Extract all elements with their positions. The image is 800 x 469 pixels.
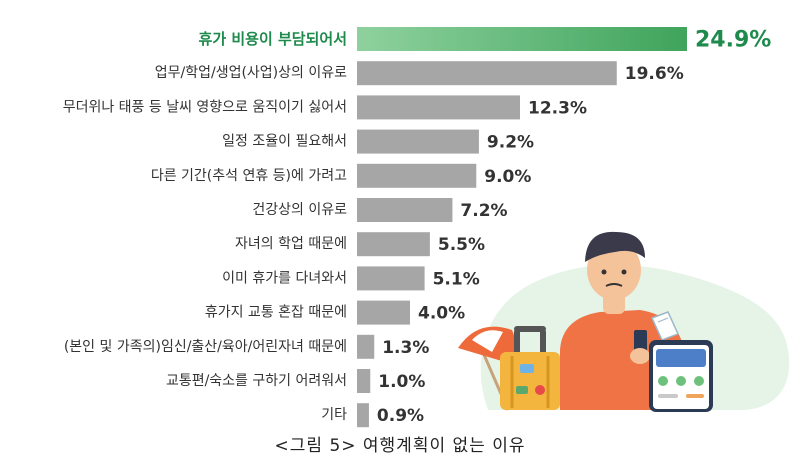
value-label: 12.3% bbox=[528, 98, 587, 118]
phone-app-icon bbox=[649, 340, 713, 412]
category-label: 교통편/숙소를 구하기 어려워서 bbox=[166, 373, 347, 389]
suitcase-icon bbox=[500, 326, 560, 410]
bar bbox=[357, 232, 430, 257]
category-label: 업무/학업/생업(사업)상의 이유로 bbox=[155, 65, 347, 81]
bar bbox=[357, 403, 369, 428]
bar bbox=[357, 334, 375, 359]
bar bbox=[357, 95, 521, 120]
value-label: 5.5% bbox=[438, 235, 485, 255]
travel-illustration bbox=[458, 231, 790, 412]
value-label: 9.2% bbox=[487, 133, 534, 153]
bar bbox=[357, 27, 687, 51]
bar bbox=[357, 266, 425, 291]
bar bbox=[357, 300, 411, 325]
receipt-icon bbox=[650, 311, 680, 341]
category-label: (본인 및 가족의)임신/출산/육아/어린자녀 때문에 bbox=[64, 339, 347, 355]
value-label: 1.0% bbox=[378, 372, 425, 392]
bar bbox=[357, 129, 479, 154]
value-label: 7.2% bbox=[460, 201, 507, 221]
value-label: 1.3% bbox=[382, 338, 429, 358]
category-label: 자녀의 학업 때문에 bbox=[235, 236, 347, 252]
bar bbox=[357, 163, 477, 188]
figure-caption: <그림 5> 여행계획이 없는 이유 bbox=[274, 436, 526, 456]
category-label: 기타 bbox=[321, 407, 347, 423]
bar-chart: 휴가 비용이 부담되어서 24.9% 업무/학업/생업(사업)상의 이유로 19.6%… bbox=[63, 27, 790, 428]
bar bbox=[357, 369, 371, 393]
category-label: 다른 기간(추석 연휴 등)에 가려고 bbox=[151, 168, 347, 184]
category-label: 무더위나 태풍 등 날씨 영향으로 움직이기 싫어서 bbox=[63, 99, 347, 115]
category-label: 휴가 비용이 부담되어서 bbox=[199, 30, 347, 48]
category-label: 건강상의 이유로 bbox=[252, 202, 347, 218]
category-label: 일정 조율이 필요해서 bbox=[222, 134, 347, 150]
category-label: 이미 휴가를 다녀와서 bbox=[222, 270, 347, 286]
bar bbox=[357, 61, 617, 86]
value-label: 19.6% bbox=[625, 64, 684, 84]
category-label: 휴가지 교통 혼잡 때문에 bbox=[205, 305, 347, 321]
bar bbox=[357, 198, 453, 222]
value-label: 9.0% bbox=[484, 167, 531, 187]
value-label: 4.0% bbox=[418, 304, 465, 324]
value-label: 24.9% bbox=[695, 28, 771, 53]
value-label: 0.9% bbox=[377, 406, 424, 426]
value-label: 5.1% bbox=[433, 269, 480, 289]
